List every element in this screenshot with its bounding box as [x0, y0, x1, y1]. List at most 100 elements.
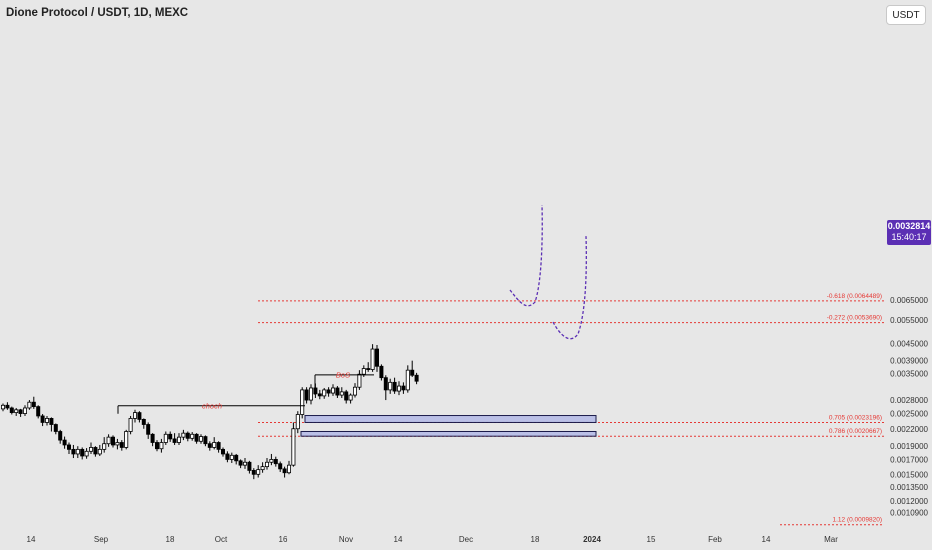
candle-body: [194, 433, 199, 442]
candle-body: [361, 368, 366, 375]
candle-body: [71, 448, 76, 455]
y-tick-label: 0.0039000: [890, 357, 928, 366]
candle-body: [207, 443, 212, 448]
candle-body: [300, 389, 305, 415]
candle-body: [163, 433, 168, 443]
candle-body: [352, 386, 357, 396]
candle-body: [176, 436, 181, 443]
candle-body: [89, 447, 94, 452]
annotations: choch BoS: [117, 370, 374, 414]
x-tick-label: 15: [647, 535, 656, 544]
candle-body: [62, 439, 67, 446]
candle-body: [159, 442, 164, 450]
last-price-badge: 0.0032814 15:40:17: [887, 220, 931, 245]
x-tick-label: Mar: [824, 535, 838, 544]
candle-body: [9, 407, 14, 414]
candle-body: [234, 454, 239, 462]
candle-body: [97, 448, 102, 455]
fib-label: 1.12 (0.0009820): [832, 517, 882, 524]
candle-body: [326, 389, 331, 394]
x-tick-label: 14: [762, 535, 771, 544]
currency-button[interactable]: USDT: [886, 5, 926, 25]
x-tick-label: 18: [531, 535, 540, 544]
candle-body: [401, 385, 406, 391]
candle-body: [67, 444, 72, 450]
candle-body: [220, 448, 225, 455]
fib-label: -0.272 (0.0053690): [827, 315, 882, 322]
candle-body: [304, 389, 309, 401]
chart-title: Dione Protocol / USDT, 1D, MEXC: [6, 7, 189, 19]
candle-body: [36, 406, 41, 417]
time-axis: 14 Sep 18 Oct 16 Nov 14 Dec 18 2024 15 Feb 14 Mar: [27, 535, 839, 544]
candle-body: [291, 428, 296, 466]
candle-body: [106, 436, 111, 445]
y-tick-label: 0.0045000: [890, 340, 928, 349]
candle-body: [216, 442, 221, 450]
candle-body: [18, 409, 23, 414]
candle-body: [379, 365, 384, 379]
candle-body: [374, 348, 379, 367]
candle-countdown: 15:40:17: [891, 232, 927, 242]
fib-levels: -0.618 (0.0064489) -0.272 (0.0053690) 0.70…: [258, 293, 884, 526]
candle-body: [392, 381, 397, 392]
candle-body: [5, 404, 10, 409]
x-tick-label: 14: [394, 535, 403, 544]
candle-body: [124, 431, 129, 448]
candle-body: [322, 389, 327, 397]
candle-body: [414, 374, 419, 382]
candle-body: [150, 433, 155, 443]
y-tick-label: 0.0019000: [890, 442, 928, 451]
candle-body: [335, 387, 340, 396]
candle-body: [269, 459, 274, 463]
candle-body: [286, 464, 291, 474]
candle-body: [102, 443, 107, 450]
y-tick-label: 0.0010900: [890, 508, 928, 517]
candle-body: [27, 401, 32, 409]
x-tick-label: 2024: [583, 535, 601, 544]
candle-body: [119, 442, 124, 448]
candle-body: [330, 387, 335, 394]
candle-body: [242, 461, 247, 466]
x-tick-label: Nov: [339, 535, 353, 544]
candle-body: [75, 448, 80, 455]
candle-body: [132, 412, 137, 419]
candle-body: [278, 463, 283, 470]
candle-body: [225, 453, 230, 460]
x-tick-label: Oct: [215, 535, 228, 544]
candle-body: [115, 442, 120, 446]
fib-label: -0.618 (0.0064489): [827, 293, 882, 300]
candle-body: [128, 418, 133, 432]
candle-body: [405, 369, 410, 391]
candle-body: [203, 436, 208, 445]
y-tick-label: 0.0028000: [890, 396, 928, 405]
candle-body: [264, 461, 269, 468]
candle-body: [49, 418, 54, 425]
candle-body: [0, 404, 6, 410]
candle-body: [308, 387, 313, 401]
candle-body: [146, 424, 151, 435]
candle-body: [251, 470, 256, 475]
candle-body: [185, 432, 190, 439]
y-tick-label: 0.0015000: [890, 470, 928, 479]
y-tick-label: 0.0017000: [890, 455, 928, 464]
candle-body: [168, 433, 173, 440]
candle-body: [410, 369, 415, 376]
x-tick-label: Dec: [459, 535, 473, 544]
candle-body: [396, 385, 401, 392]
candle-body: [282, 468, 287, 474]
x-tick-label: 14: [27, 535, 36, 544]
demand-zone: [300, 430, 597, 437]
candle-body: [344, 391, 349, 401]
candle-body: [141, 419, 146, 425]
candle-body: [14, 409, 19, 414]
choch-label: choch: [202, 402, 222, 411]
candle-body: [84, 450, 89, 457]
y-tick-label: 0.0065000: [890, 296, 928, 305]
last-price-value: 0.0032814: [887, 221, 931, 231]
candle-body: [370, 348, 375, 370]
projection-path: [552, 235, 587, 340]
y-tick-label: 0.0025000: [890, 410, 928, 419]
candle-body: [190, 433, 195, 439]
fib-label: 0.786 (0.0020667): [829, 428, 882, 435]
candle-body: [22, 407, 27, 414]
